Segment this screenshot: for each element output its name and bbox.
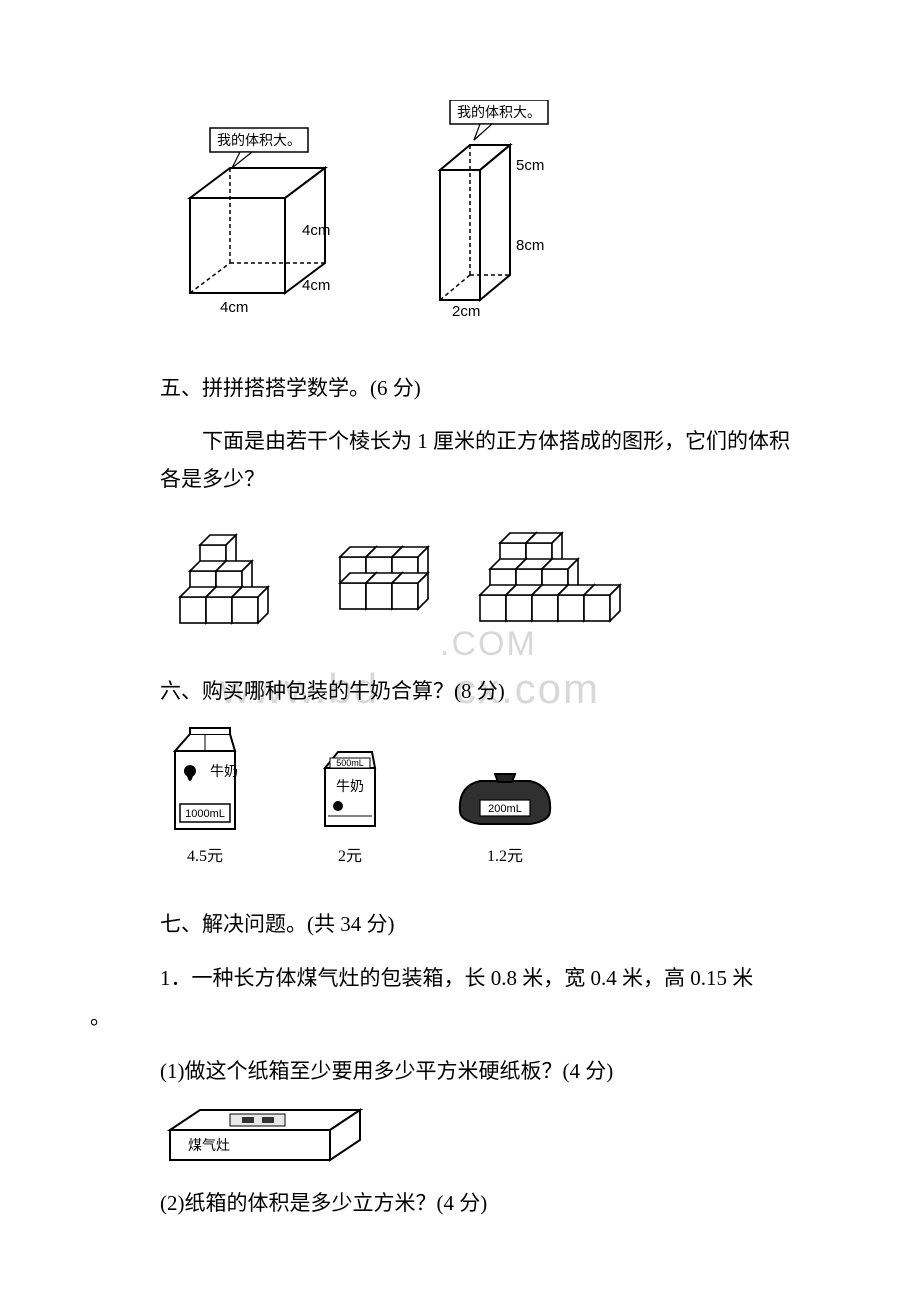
svg-text:5cm: 5cm — [516, 157, 544, 174]
q7-1-2: (2)纸箱的体积是多少立方米？(4 分) — [160, 1184, 830, 1224]
cube-figure: 我的体积大。 4cm 4cm 4cm — [160, 100, 360, 320]
milk1-price: 4.5元 — [187, 842, 223, 866]
section5-body: 下面是由若干个棱长为 1 厘米的正方体搭成的图形，它们的体积各是多少？ — [160, 423, 810, 499]
milk-item-2: 500mL 牛奶 2元 — [310, 746, 390, 866]
milk-item-1: 牛奶 1000mL 4.5元 — [160, 726, 250, 866]
q7-1-tail: 。 — [90, 999, 830, 1037]
milk2-price: 2元 — [338, 842, 362, 866]
svg-text:200mL: 200mL — [488, 803, 522, 815]
prism-figure: 我的体积大。 5cm 8cm 2cm — [420, 100, 590, 320]
cube-bubble-text: 我的体积大。 — [217, 133, 301, 149]
q7-1-1: (1)做这个纸箱至少要用多少平方米硬纸板？(4 分) — [160, 1052, 830, 1092]
section7-title: 七、解决问题。(共 34 分) — [160, 906, 830, 944]
svg-text:牛奶: 牛奶 — [210, 764, 238, 780]
cube-stacks — [160, 513, 830, 633]
q7-1-text: 1．一种长方体煤气灶的包装箱，长 0.8 米，宽 0.4 米，高 0.15 米 — [160, 966, 753, 990]
svg-text:牛奶: 牛奶 — [336, 779, 364, 795]
svg-text:1000mL: 1000mL — [185, 808, 225, 820]
stove-figure: 煤气灶 — [160, 1100, 830, 1170]
section5-title: 五、拼拼搭搭学数学。(6 分) — [160, 370, 830, 408]
svg-text:4cm: 4cm — [302, 222, 330, 239]
svg-text:4cm: 4cm — [302, 277, 330, 294]
milk-item-3: 200mL 1.2元 — [450, 766, 560, 866]
milk3-price: 1.2元 — [487, 842, 523, 866]
svg-text:2cm: 2cm — [452, 303, 480, 320]
stove-label: 煤气灶 — [188, 1138, 230, 1154]
milk-row: 牛奶 1000mL 4.5元 500mL 牛奶 2元 20 — [160, 726, 830, 866]
section6-title: 六、购买哪种包装的牛奶合算？(8 分) — [160, 673, 830, 711]
svg-text:4cm: 4cm — [220, 299, 248, 316]
svg-text:我的体积大。: 我的体积大。 — [457, 105, 541, 121]
svg-text:8cm: 8cm — [516, 237, 544, 254]
top-figures-row: 我的体积大。 4cm 4cm 4cm 我的体积大。 — [160, 100, 830, 320]
svg-text:500mL: 500mL — [336, 758, 364, 768]
q7-1: 1．一种长方体煤气灶的包装箱，长 0.8 米，宽 0.4 米，高 0.15 米 — [160, 959, 830, 999]
